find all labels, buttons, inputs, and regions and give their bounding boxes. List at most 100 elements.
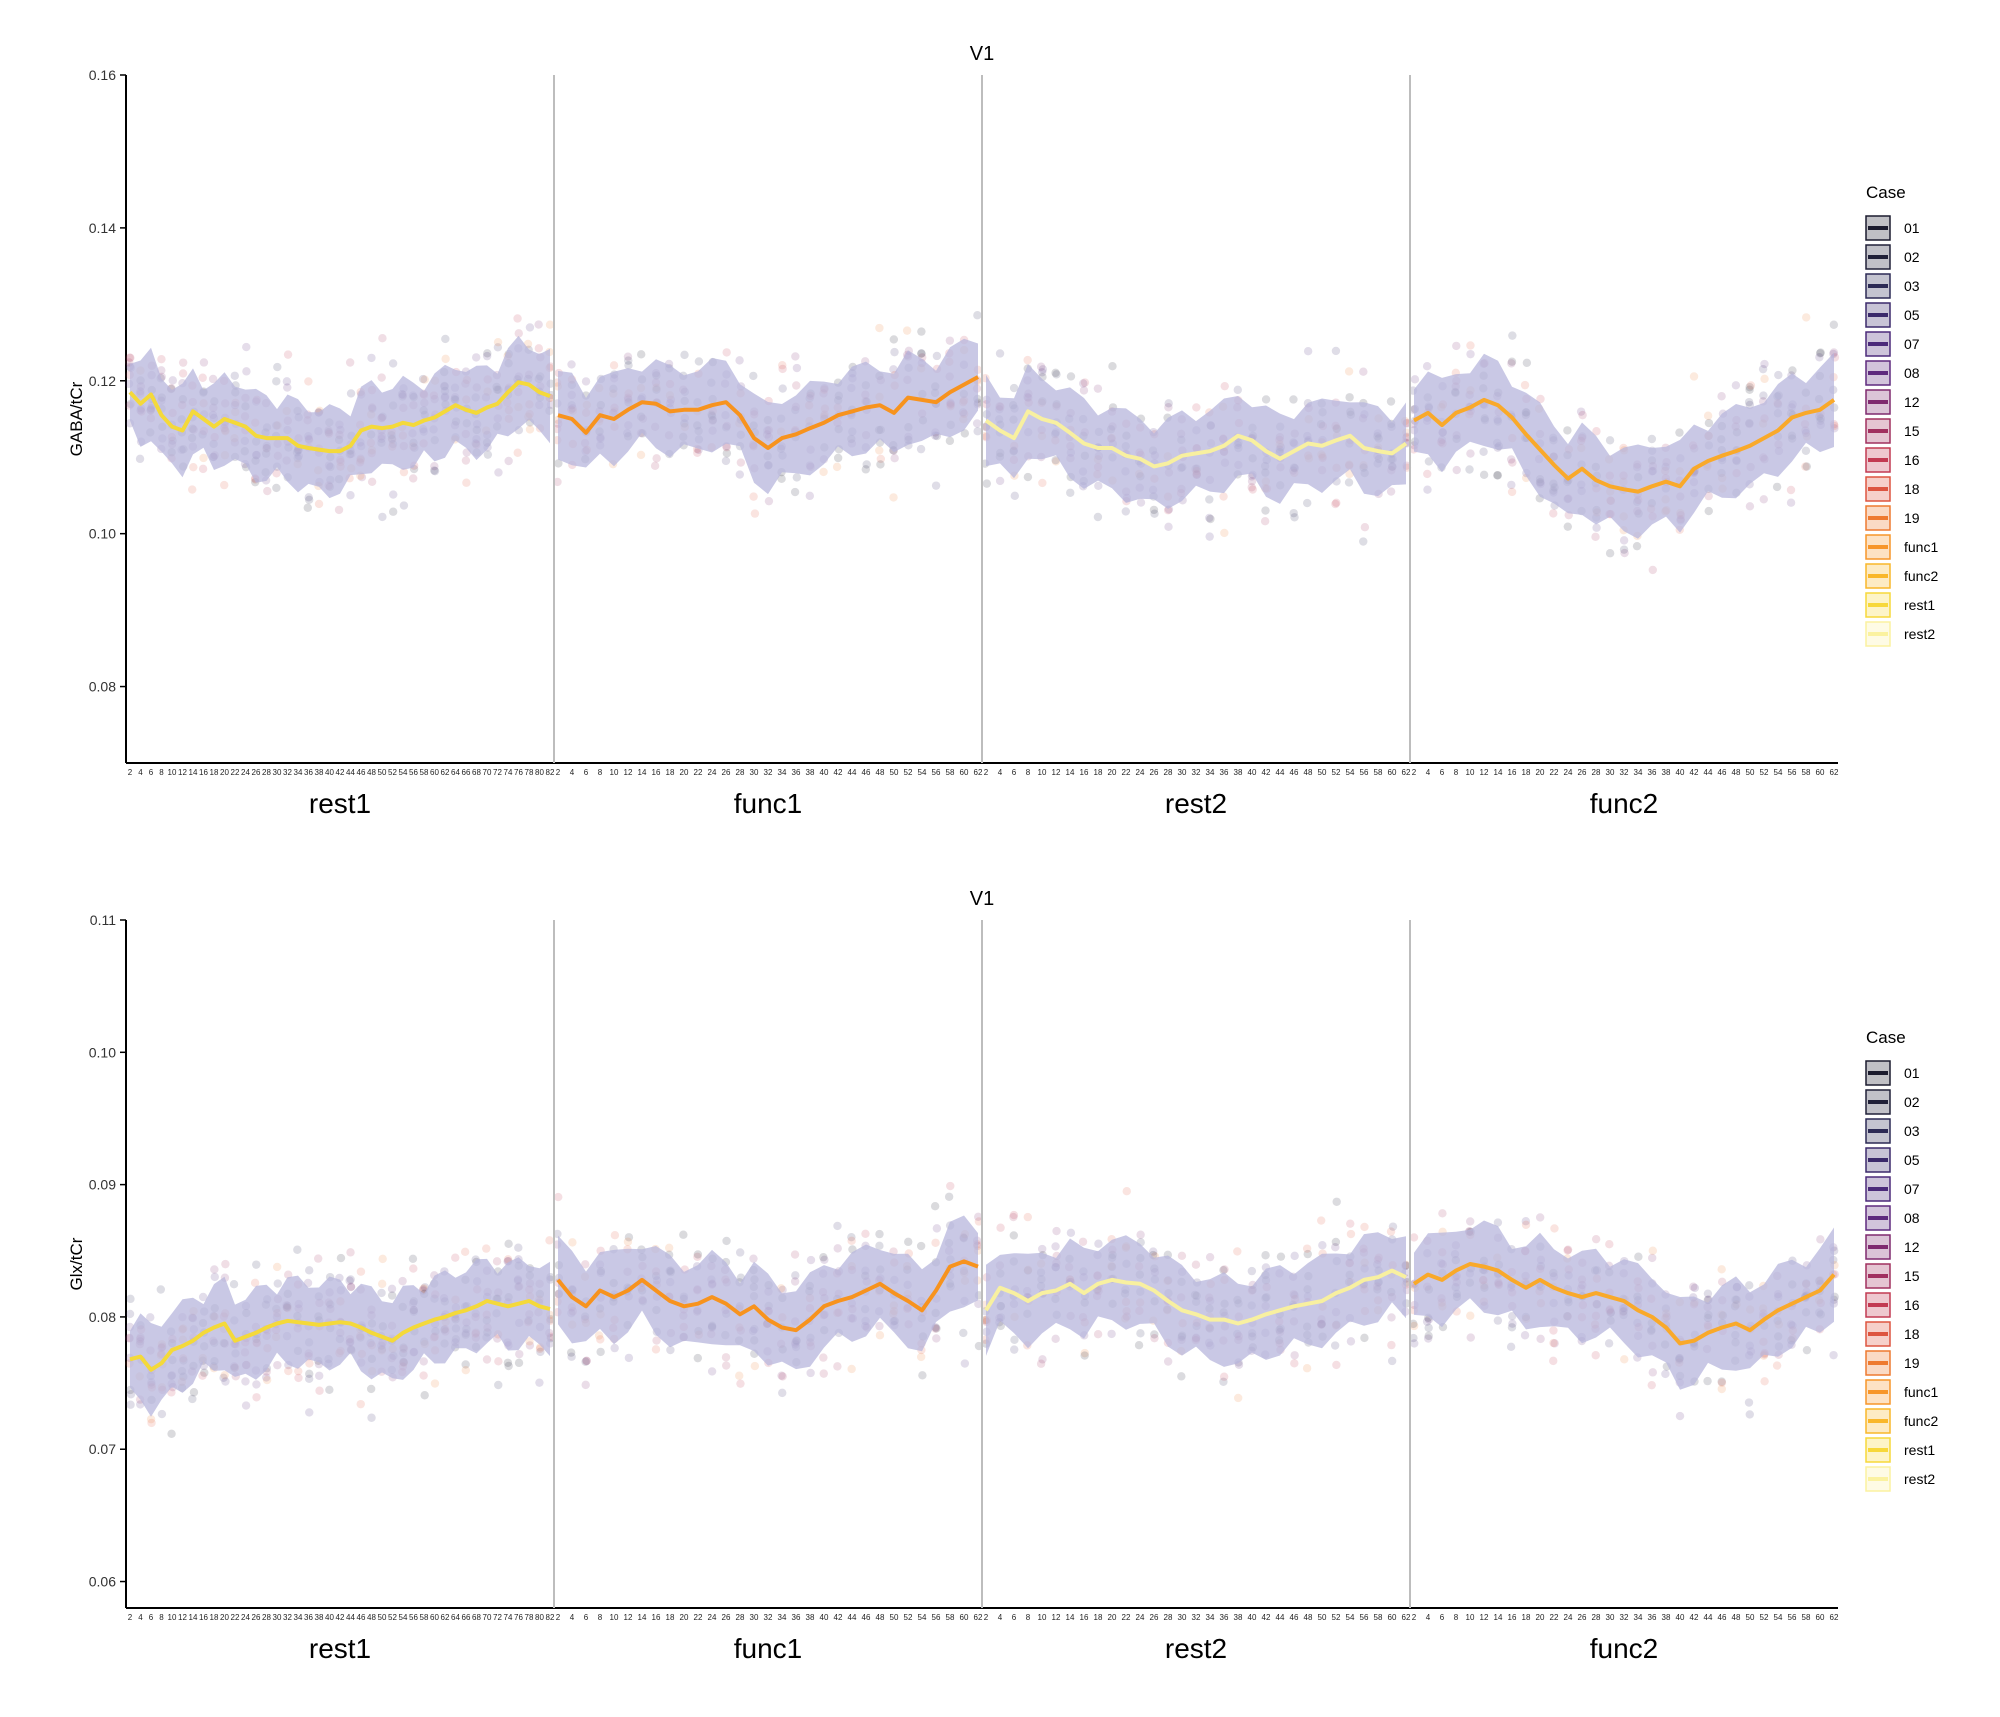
scatter-point [219,1373,228,1383]
x-tick-label: 34 [294,1613,303,1622]
scatter-point [409,1264,418,1273]
scatter-point [189,1388,199,1397]
x-tick-label: 38 [1234,768,1243,777]
y-tick-label: 0.10 [89,1044,116,1060]
scatter-point [1563,522,1573,531]
scatter-point [1219,1265,1228,1275]
x-tick-label: 64 [451,1613,460,1622]
scatter-point [1038,478,1047,488]
x-tick-label: 62 [1402,768,1411,777]
x-tick-label: 2 [128,768,133,777]
scatter-point [367,477,377,487]
x-tick-label: 40 [1676,768,1685,777]
scatter-point [959,1328,968,1338]
scatter-point [1303,498,1312,508]
scatter-point [1508,458,1517,467]
x-tick-label: 32 [764,768,773,777]
scatter-point [1233,1247,1242,1256]
x-tick-label: 26 [722,1613,731,1622]
scatter-point [1745,1410,1754,1419]
scatter-point [1521,1217,1531,1226]
x-tick-label: 50 [1318,1613,1327,1622]
scatter-point [503,1358,513,1367]
scatter-point [1051,368,1060,378]
scatter-point [932,351,942,361]
scatter-point [1760,1377,1769,1386]
x-tick-label: 52 [1332,1613,1341,1622]
scatter-point [1772,1361,1782,1370]
scatter-point [652,454,661,463]
x-tick-label: 34 [1634,1613,1643,1622]
scatter-point [819,467,828,477]
x-tick-label: 8 [1026,1613,1031,1622]
x-tick-label: 76 [514,1613,523,1622]
scatter-point [679,1230,688,1239]
scatter-point [1759,391,1768,400]
scatter-point [875,446,884,455]
x-tick-label: 32 [1192,768,1201,777]
scatter-point [325,1385,334,1395]
x-tick-label: 50 [1318,768,1327,777]
scatter-point [1592,523,1601,532]
x-tick-label: 48 [876,768,885,777]
x-tick-label: 68 [472,768,481,777]
scatter-point [1745,502,1755,511]
scatter-point [1704,491,1713,501]
scatter-point [1689,1282,1698,1291]
scatter-point [650,461,660,471]
scatter-point [847,1236,856,1246]
x-tick-label: 80 [535,1613,544,1622]
x-tick-label: 66 [462,1613,471,1622]
scatter-point [1036,362,1046,371]
scatter-point [178,369,188,378]
scatter-point [1136,1329,1145,1338]
glx-panel: V1 Glx/tCr 0.06 0.07 0.08 0.09 0.10 0.11 2 4 6 8 10 1… [0,845,2000,1700]
scatter-point [1360,1333,1369,1343]
scatter-point [315,1386,324,1395]
scatter-point [1452,465,1461,475]
scatter-point [707,1367,717,1376]
x-tick-label: 4 [1426,1613,1431,1622]
scatter-point [125,353,134,362]
scatter-point [387,1291,397,1300]
scatter-point [1801,462,1810,471]
scatter-point [567,360,576,369]
x-tick-label: 48 [876,1613,885,1622]
x-tick-label: 32 [1620,768,1629,777]
scatter-point [790,1277,800,1286]
scatter-point [525,425,535,434]
scatter-point [126,1390,136,1399]
scatter-point [504,1361,513,1371]
scatter-point [514,329,523,338]
y-tick-label: 0.11 [90,912,116,928]
x-tick-label: 42 [336,768,345,777]
x-tick-label: 4 [138,768,143,777]
x-tick-label: 24 [241,768,250,777]
scatter-point [1219,1372,1229,1381]
x-tick-label: 52 [1760,768,1769,777]
x-tick-label: 50 [1746,1613,1755,1622]
mean-line-func1 [557,375,979,450]
scatter-point [1332,1197,1341,1206]
scatter-point [1746,381,1756,390]
scatter-point [1703,411,1713,420]
y-tick-label: 0.12 [89,373,116,389]
x-tick-label: 48 [367,768,376,777]
x-tick-label: 16 [199,768,208,777]
scatter-point [594,1331,604,1340]
x-tick-label: 40 [325,1613,334,1622]
scatter-point [652,1336,661,1345]
scatter-point [1038,365,1048,374]
x-tick-label: 14 [638,768,647,777]
x-tick-label: 8 [598,1613,603,1622]
scatter-point [461,1360,470,1369]
legend-label: func1 [1904,1384,1938,1400]
scatter-point [875,1241,884,1251]
x-tick-label: 30 [273,1613,282,1622]
scatter-point [995,476,1005,486]
chart-title: V1 [970,43,994,65]
scatter-point [125,1309,135,1319]
scatter-point [1647,1380,1656,1390]
scatter-point [1233,385,1243,395]
scatter-point [890,347,899,357]
